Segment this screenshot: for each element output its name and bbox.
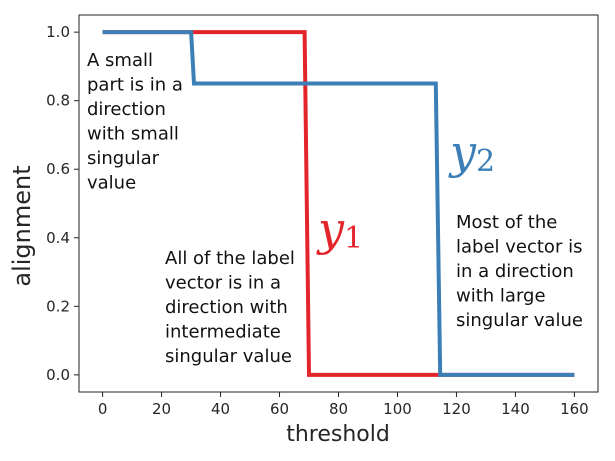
annotation-line: value [87,173,136,194]
annotation-line: All of the label [165,248,295,269]
x-tick-label: 100 [383,400,412,418]
y-tick-label: 0.4 [46,229,70,247]
annotation-intermediate-singular: All of the label vector is in a direction … [165,248,295,367]
x-axis-title: threshold [286,422,390,447]
x-tick-label: 80 [329,400,348,418]
x-tick-label: 140 [501,400,530,418]
y-tick-label: 1.0 [46,23,70,41]
annotation-line: A small [87,50,153,71]
series-label-y2: y2 [448,125,495,179]
annotation-line: direction with [165,297,288,318]
annotation-line: intermediate [165,322,281,343]
y-tick-label: 0.6 [46,160,70,178]
x-ticks: 0 20 40 60 80 100 120 140 160 [98,392,589,418]
x-tick-label: 160 [560,400,589,418]
annotation-line: with large [456,286,546,307]
series-label-y1: y1 [316,202,363,256]
annotation-line: singular value [165,346,292,367]
series-layer [102,30,575,377]
annotation-line: part is in a [87,75,183,96]
series-line-y2 [102,30,575,377]
annotation-line: direction [87,99,166,120]
y-axis-title: alignment [8,165,36,286]
annotation-line: with small [87,124,179,145]
annotation-large-singular: Most of the label vector is in a direction… [456,212,583,331]
annotation-line: vector is in a [165,273,281,294]
annotation-line: Most of the [456,212,557,233]
annotation-line: label vector is [456,237,582,258]
x-tick-label: 20 [152,400,171,418]
x-tick-label: 120 [442,400,471,418]
x-tick-label: 0 [98,400,108,418]
y-ticks: 0.0 0.2 0.4 0.6 0.8 1.0 [46,23,79,384]
annotation-line: singular value [456,310,583,331]
y-tick-label: 0.0 [46,366,70,384]
x-tick-label: 60 [270,400,289,418]
annotation-small-singular: A small part is in a direction with small si… [87,50,183,194]
y-tick-label: 0.2 [46,297,70,315]
annotation-line: singular [87,148,160,169]
annotation-line: in a direction [456,261,574,282]
y-tick-label: 0.8 [46,92,70,110]
x-tick-label: 40 [211,400,230,418]
